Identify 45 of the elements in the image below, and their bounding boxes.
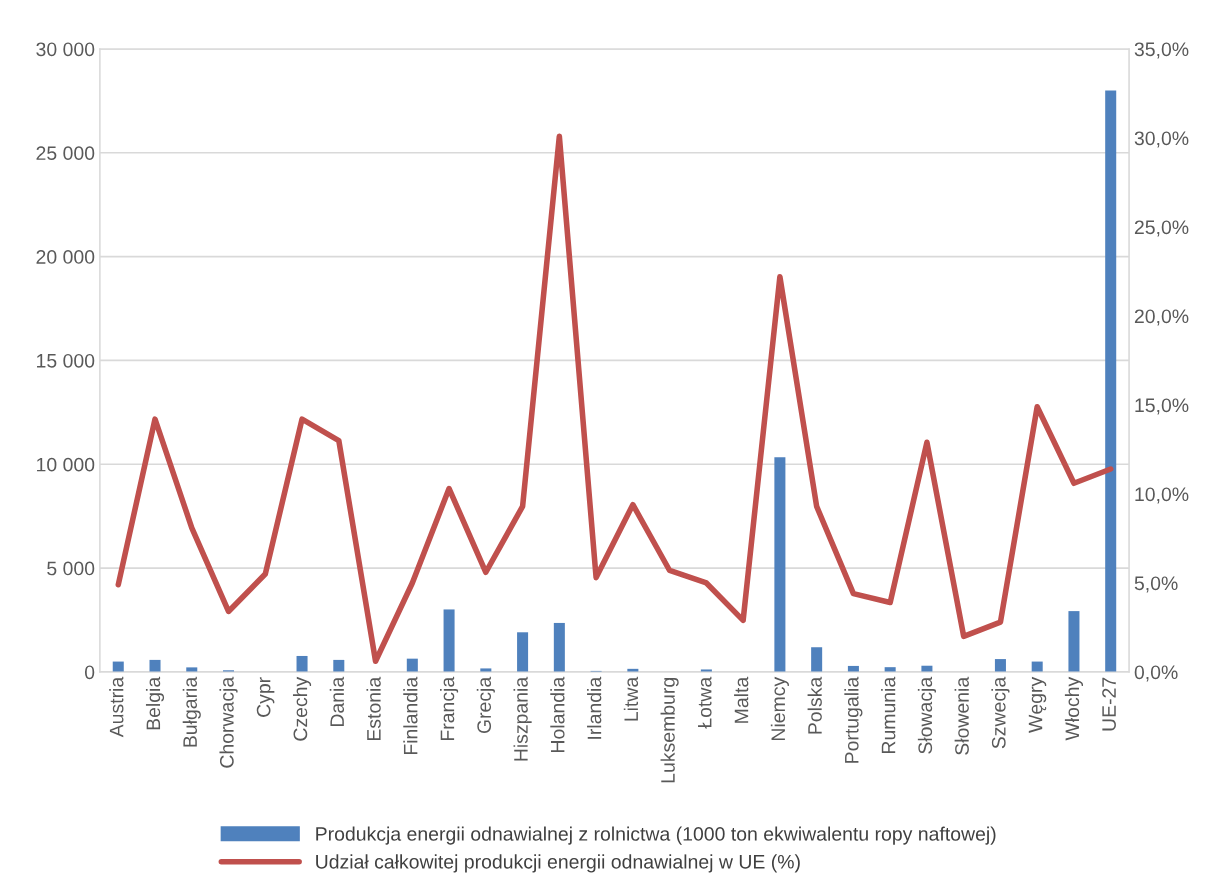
x-tick-label: Bułgaria bbox=[182, 676, 201, 747]
x-tick-label: Słowacja bbox=[917, 676, 936, 754]
y-tick-label: 15 000 bbox=[37, 353, 95, 368]
y-tick-label: 30 000 bbox=[36, 42, 95, 57]
y-tick-label: 25 000 bbox=[36, 146, 95, 161]
y-tick-label: 5 000 bbox=[47, 561, 95, 576]
y2-tick-label: 5,0% bbox=[1134, 576, 1178, 593]
x-tick-label: Estonia bbox=[366, 676, 381, 741]
x-tick-label: Belgia bbox=[145, 676, 165, 730]
x-tick-label: Szwecja bbox=[991, 676, 1010, 749]
x-tick-label: Malta bbox=[734, 676, 749, 723]
x-tick-label: Łotwa bbox=[698, 676, 712, 729]
x-tick-label: Grecja bbox=[476, 676, 495, 734]
x-tick-label: Słowenia bbox=[954, 676, 969, 755]
y-tick-label: 0 bbox=[84, 665, 95, 680]
y2-tick-label: 15,0% bbox=[1135, 398, 1189, 415]
x-tick-label: Rumunia bbox=[881, 676, 896, 754]
x-tick-label: UE-27 bbox=[1102, 677, 1116, 731]
y-tick-label: 20 000 bbox=[36, 250, 95, 264]
x-tick-label: Dania bbox=[329, 676, 345, 727]
x-tick-label: Austria bbox=[109, 676, 124, 738]
x-tick-label: Niemcy bbox=[770, 676, 789, 741]
y2-tick-label: 10,0% bbox=[1135, 487, 1189, 504]
x-tick-label: Litwa bbox=[623, 676, 639, 721]
x-tick-label: Hiszpania bbox=[513, 676, 532, 761]
x-tick-label: Polska bbox=[807, 676, 822, 734]
legend-label: Produkcja energii odnawialnej z rolnictwa (1000 ton ekwiwalentu ropy naftowej) bbox=[316, 826, 996, 845]
y2-tick-label: 0,0% bbox=[1134, 665, 1178, 682]
x-tick-label: Finlandia bbox=[403, 676, 418, 755]
x-tick-label: Francja bbox=[440, 676, 459, 741]
x-tick-label: Luksemburg bbox=[660, 678, 679, 783]
y2-tick-label: 30,0% bbox=[1134, 131, 1189, 148]
y-tick-label: 10 000 bbox=[37, 457, 95, 472]
x-tick-label: Węgry bbox=[1028, 676, 1047, 733]
y2-tick-label: 35,0% bbox=[1134, 42, 1189, 59]
x-tick-label: Cypr bbox=[256, 677, 275, 717]
x-tick-label: Irlandia bbox=[587, 676, 602, 739]
legend-label: Udział całkowitej produkcji energii odnawialnej w UE (%) bbox=[316, 854, 800, 873]
x-tick-label: Włochy bbox=[1064, 676, 1084, 741]
y2-tick-label: 20,0% bbox=[1134, 309, 1189, 326]
x-tick-label: Holandia bbox=[550, 676, 565, 752]
x-tick-label: Portugalia bbox=[844, 676, 863, 763]
x-tick-label: Czechy bbox=[292, 676, 312, 741]
x-tick-label: Chorwacja bbox=[219, 676, 238, 768]
y2-tick-label: 25,0% bbox=[1134, 220, 1189, 237]
